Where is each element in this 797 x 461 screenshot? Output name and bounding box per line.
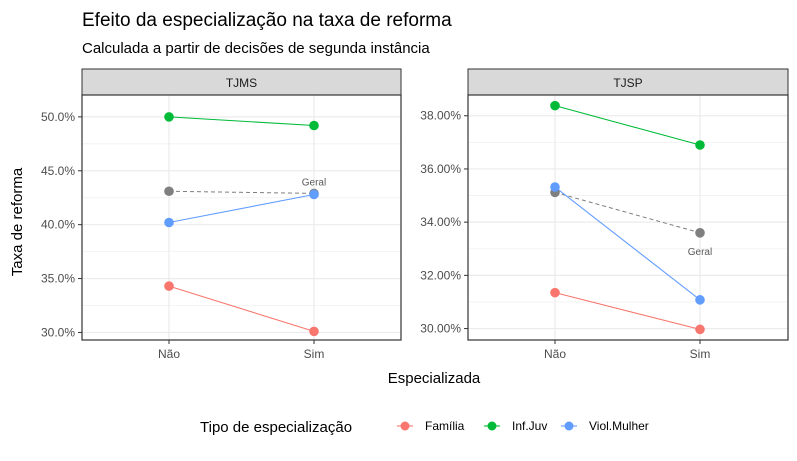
- panel-tjms: TJMS 30.0% 35.0% 40.0% 45.0% 50.0% Não Sim Geral: [41, 68, 402, 361]
- legend-item-label: Família: [425, 419, 465, 433]
- data-point-viol-mulher: [164, 217, 174, 228]
- legend-key-point: [400, 421, 410, 431]
- series-line-família: [168, 285, 315, 332]
- overall-label: Geral: [302, 177, 326, 188]
- y-tick-label: 36.00%: [420, 162, 461, 176]
- series-line-inf-juv: [554, 105, 701, 146]
- data-point-viol-mulher: [309, 189, 319, 200]
- data-point-família: [695, 324, 705, 335]
- panel-strip: [81, 68, 402, 96]
- panels-group: TJMS 30.0% 35.0% 40.0% 45.0% 50.0% Não Sim Geral…: [41, 68, 789, 361]
- panel-background: [82, 95, 401, 340]
- y-tick-label: 35.0%: [41, 272, 75, 286]
- panel-border: [467, 94, 789, 341]
- y-tick-label: 30.00%: [420, 322, 461, 336]
- data-point-inf-juv: [164, 112, 174, 122]
- chart-subtitle: Calculada a partir de decisões de segund…: [82, 40, 430, 57]
- series-line-família: [554, 292, 701, 330]
- x-tick-label: Sim: [690, 347, 711, 361]
- y-tick-label: 32.00%: [420, 268, 461, 282]
- panel-tjsp: TJSP 30.00% 32.00% 34.00% 36.00% 38.00% Não Sim…: [420, 68, 789, 361]
- panel-background: [468, 95, 788, 340]
- y-tick-label: 40.0%: [41, 218, 75, 232]
- legend-item: Viol.Mulher: [561, 419, 649, 433]
- data-point-família: [309, 326, 319, 337]
- y-axis-label: Taxa de reforma: [9, 167, 26, 276]
- series-line-viol-mulher: [168, 193, 315, 224]
- legend-item: Família: [397, 419, 465, 433]
- panel-strip-label: TJMS: [226, 76, 257, 90]
- y-tick-label: 50.0%: [41, 110, 75, 124]
- data-point-inf-juv: [309, 120, 319, 131]
- overall-label: Geral: [688, 247, 712, 258]
- overall-point: [695, 227, 705, 238]
- y-tick-label: 30.0%: [41, 325, 75, 339]
- x-tick-label: Não: [158, 347, 180, 361]
- legend-item-label: Viol.Mulher: [589, 419, 649, 433]
- legend-item-label: Inf.Juv: [512, 419, 547, 433]
- x-tick-label: Não: [544, 347, 566, 361]
- y-tick-label: 38.00%: [420, 109, 461, 123]
- legend-key-point: [487, 421, 497, 431]
- x-tick-label: Sim: [304, 347, 325, 361]
- series-line-inf-juv: [168, 116, 315, 127]
- y-tick-label: 45.0%: [41, 164, 75, 178]
- data-point-viol-mulher: [550, 182, 560, 192]
- overall-line: [168, 190, 315, 194]
- panel-border: [81, 94, 402, 341]
- overall-point: [164, 186, 174, 197]
- data-point-viol-mulher: [695, 295, 705, 305]
- legend-key-point: [564, 421, 574, 431]
- chart-title: Efeito da especialização na taxa de refo…: [82, 10, 452, 31]
- data-point-inf-juv: [695, 140, 705, 150]
- y-tick-label: 34.00%: [420, 215, 461, 229]
- legend-item: Inf.Juv: [484, 419, 547, 433]
- legend-group: Família Inf.Juv Viol.Mulher: [397, 419, 649, 433]
- panel-strip-label: TJSP: [613, 76, 642, 90]
- series-line-viol-mulher: [554, 186, 701, 301]
- legend-title: Tipo de especialização: [200, 419, 352, 436]
- x-axis-label: Especializada: [388, 370, 481, 387]
- data-point-família: [164, 281, 174, 291]
- data-point-inf-juv: [550, 100, 560, 111]
- data-point-família: [550, 287, 560, 298]
